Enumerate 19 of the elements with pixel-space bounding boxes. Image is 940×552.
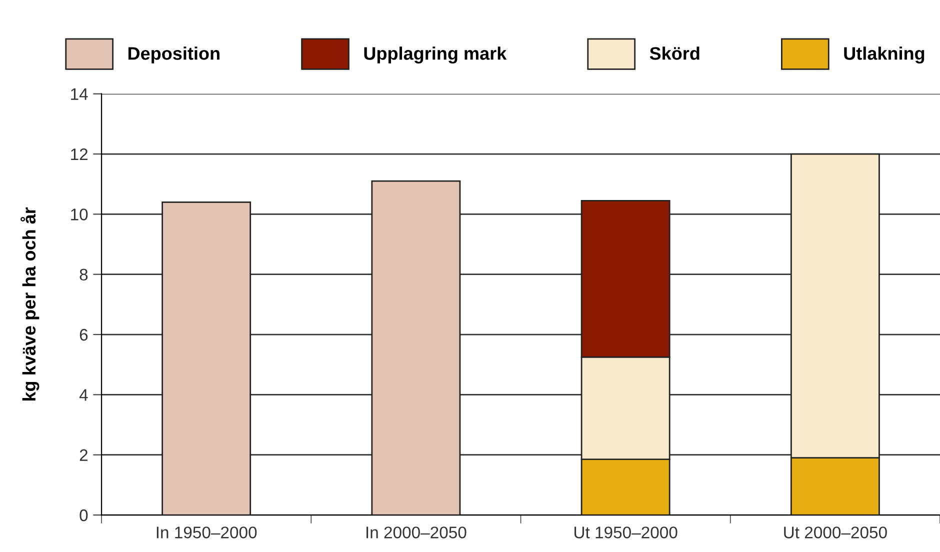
- y-tick-label: 2: [80, 449, 88, 461]
- x-tick-label: In 1950–2000: [156, 526, 257, 538]
- x-tick-label: Ut 2000–2050: [784, 526, 887, 538]
- y-axis-title: kg kväve per ha och år: [20, 207, 40, 401]
- legend-label: Deposition: [128, 46, 220, 64]
- legend-label: Skörd: [650, 46, 700, 60]
- x-tick-label: In 2000–2050: [366, 526, 466, 538]
- y-tick-label: 14: [71, 88, 88, 100]
- y-tick-label: 12: [71, 148, 88, 160]
- y-tick-label: 6: [80, 328, 88, 341]
- bar: [162, 201, 252, 516]
- y-tick-label: 10: [71, 208, 88, 220]
- legend-label: Utlakning: [844, 46, 924, 64]
- legend-label: Upplagring mark: [364, 46, 507, 64]
- x-tick-label: Ut 1950–2000: [574, 526, 678, 538]
- y-tick-label: 4: [79, 389, 88, 401]
- y-tick-label: 0: [80, 509, 88, 522]
- bar: [371, 180, 461, 516]
- y-tick-label: 8: [80, 268, 88, 281]
